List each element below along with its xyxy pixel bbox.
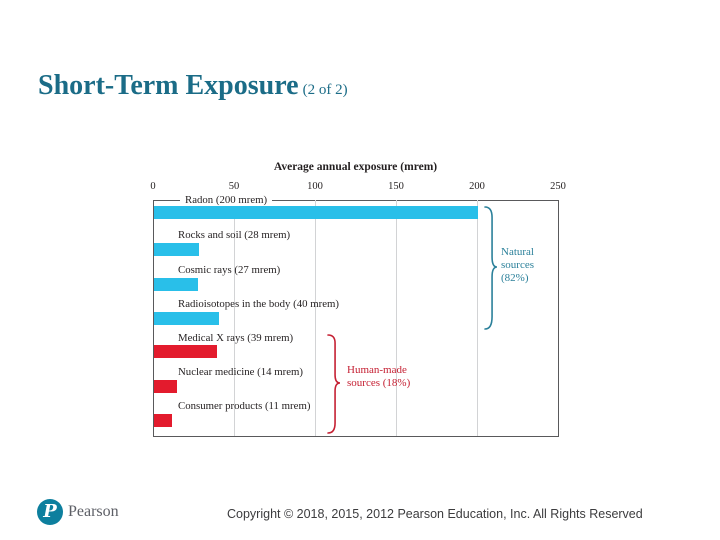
- slide-page-indicator: (2 of 2): [302, 82, 348, 98]
- x-tick-label: 50: [228, 181, 240, 192]
- slide-title-text: Short-Term Exposure: [38, 70, 299, 101]
- bar-consumer-products: [154, 414, 172, 427]
- group-label-line: sources (18%): [347, 377, 411, 390]
- slide-title: Short-Term Exposure (2 of 2): [38, 70, 348, 102]
- group-label-line: Human-made: [347, 364, 407, 376]
- bar-cosmic-rays: [154, 278, 198, 291]
- group-label-line: Natural: [501, 246, 534, 258]
- bar-label: Nuclear medicine (14 mrem): [178, 366, 304, 378]
- chart-plot-area: [153, 200, 559, 437]
- pearson-logo-icon: P: [37, 499, 63, 525]
- x-tick-label: 200: [469, 181, 485, 192]
- group-label-line: (82%): [501, 272, 529, 285]
- natural-sources-label: Natural sources (82%): [501, 246, 534, 286]
- bar-label: Rocks and soil (28 mrem): [178, 229, 291, 241]
- bar-label: Medical X rays (39 mrem): [178, 332, 294, 344]
- gridline-200: [477, 200, 478, 436]
- bar-label: Consumer products (11 mrem): [178, 400, 311, 412]
- x-tick-label: 100: [307, 181, 323, 192]
- gridline-150: [396, 200, 397, 436]
- bar-radioisotopes-in-the-body: [154, 312, 219, 325]
- gridline-100: [315, 200, 316, 436]
- bar-nuclear-medicine: [154, 380, 177, 393]
- human-sources-brace-icon: [327, 334, 341, 434]
- bar-radon: [154, 206, 478, 219]
- group-label-line: sources: [501, 259, 534, 272]
- x-tick-label: 250: [550, 181, 566, 192]
- gridline-50: [234, 200, 235, 436]
- natural-sources-brace-icon: [484, 206, 498, 330]
- bar-label: Radon (200 mrem): [180, 193, 273, 206]
- human-sources-label: Human-made sources (18%): [347, 364, 410, 390]
- x-tick-label: 150: [388, 181, 404, 192]
- x-tick-label: 0: [150, 181, 156, 192]
- bar-rocks-and-soil: [154, 243, 200, 256]
- bar-label: Radioisotopes in the body (40 mrem): [178, 298, 340, 310]
- chart-axis-title: Average annual exposure (mrem): [273, 161, 438, 173]
- pearson-wordmark: Pearson: [68, 503, 119, 520]
- bar-label: Cosmic rays (27 mrem): [178, 264, 281, 276]
- copyright-text: Copyright © 2018, 2015, 2012 Pearson Edu…: [227, 507, 643, 521]
- bar-medical-x-rays: [154, 345, 218, 358]
